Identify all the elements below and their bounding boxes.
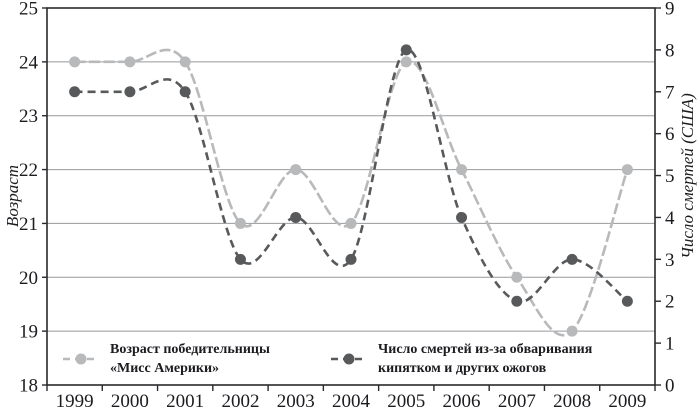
legend-label-scald-deaths: Число смертей из-за обваривания кипятком… bbox=[378, 340, 592, 378]
data-point-marker-scald-deaths bbox=[69, 86, 81, 98]
data-point-marker-scald-deaths bbox=[566, 253, 578, 265]
data-point-marker-scald-deaths bbox=[456, 211, 468, 223]
data-point-marker-scald-deaths bbox=[621, 295, 633, 307]
data-point-marker-scald-deaths bbox=[400, 44, 412, 56]
right-axis-tick-label: 5 bbox=[665, 166, 675, 187]
left-axis-tick-label: 25 bbox=[19, 0, 38, 20]
legend-label-line: Возраст победительницы bbox=[110, 342, 270, 357]
data-point-marker-miss-america-age bbox=[69, 56, 81, 68]
left-axis-tick-label: 23 bbox=[19, 106, 38, 127]
data-point-marker-scald-deaths bbox=[234, 253, 246, 265]
x-axis-tick-label: 2008 bbox=[553, 391, 591, 412]
left-axis-tick-label: 21 bbox=[19, 214, 38, 235]
data-point-marker-scald-deaths bbox=[511, 295, 523, 307]
right-axis-title: Число смертей (США) bbox=[678, 93, 697, 259]
left-axis-tick-label: 18 bbox=[19, 376, 38, 397]
legend-item-miss-america-age: Возраст победительницы «Мисс Америки» bbox=[62, 340, 270, 378]
legend-label-line: Число смертей из-за обваривания bbox=[378, 342, 593, 357]
data-point-marker-miss-america-age bbox=[400, 56, 412, 68]
legend-label-line: «Мисс Америки» bbox=[110, 361, 220, 376]
dashed-line-series-marker-icon bbox=[331, 353, 367, 365]
x-axis-tick-label: 2005 bbox=[387, 391, 425, 412]
x-axis-tick-label: 2004 bbox=[332, 391, 371, 412]
x-axis-tick-label: 2001 bbox=[166, 391, 204, 412]
dashed-line-series-marker-icon bbox=[63, 353, 99, 365]
data-point-marker-miss-america-age bbox=[234, 217, 246, 229]
right-axis-tick-label: 1 bbox=[665, 334, 675, 355]
data-point-marker-miss-america-age bbox=[179, 56, 191, 68]
left-axis-tick-label: 19 bbox=[19, 322, 38, 343]
data-point-marker-miss-america-age bbox=[621, 164, 633, 176]
x-axis-tick-label: 2002 bbox=[221, 391, 259, 412]
data-point-marker-miss-america-age bbox=[290, 164, 302, 176]
x-axis-tick-label: 2000 bbox=[111, 391, 149, 412]
data-point-marker-scald-deaths bbox=[124, 86, 136, 98]
right-axis-tick-label: 8 bbox=[665, 40, 675, 61]
right-axis-tick-label: 0 bbox=[665, 376, 675, 397]
right-axis-tick-label: 7 bbox=[665, 82, 675, 103]
right-axis-tick-label: 4 bbox=[665, 208, 675, 229]
legend-label-miss-america-age: Возраст победительницы «Мисс Америки» bbox=[110, 340, 270, 378]
right-axis-tick-label: 2 bbox=[665, 292, 675, 313]
plot-border bbox=[46, 7, 656, 386]
left-axis-title: Возраст bbox=[3, 164, 22, 228]
data-point-marker-miss-america-age bbox=[566, 325, 578, 337]
series-line-miss-america-age bbox=[74, 48, 629, 337]
left-axis-tick-label: 20 bbox=[19, 268, 38, 289]
right-axis-tick-label: 3 bbox=[665, 250, 675, 271]
data-point-marker-scald-deaths bbox=[290, 211, 302, 223]
x-axis-tick-label: 2006 bbox=[443, 391, 481, 412]
right-axis-tick-label: 6 bbox=[665, 124, 675, 145]
data-point-marker-scald-deaths bbox=[345, 253, 357, 265]
x-axis-tick-label: 2009 bbox=[608, 391, 646, 412]
legend-label-line: кипятком и других ожогов bbox=[378, 361, 547, 376]
data-point-marker-miss-america-age bbox=[124, 56, 136, 68]
left-axis-tick-label: 24 bbox=[19, 52, 39, 73]
left-axis-tick-label: 22 bbox=[19, 160, 38, 181]
data-point-marker-miss-america-age bbox=[345, 217, 357, 229]
legend-item-scald-deaths: Число смертей из-за обваривания кипятком… bbox=[330, 340, 592, 378]
x-axis-tick-label: 2003 bbox=[277, 391, 315, 412]
data-point-marker-scald-deaths bbox=[179, 86, 191, 98]
x-axis-tick-label: 2007 bbox=[498, 391, 536, 412]
data-point-marker-miss-america-age bbox=[511, 271, 523, 283]
x-axis-tick-label: 1999 bbox=[56, 391, 94, 412]
right-axis-tick-label: 9 bbox=[665, 0, 675, 20]
data-point-marker-miss-america-age bbox=[456, 164, 468, 176]
